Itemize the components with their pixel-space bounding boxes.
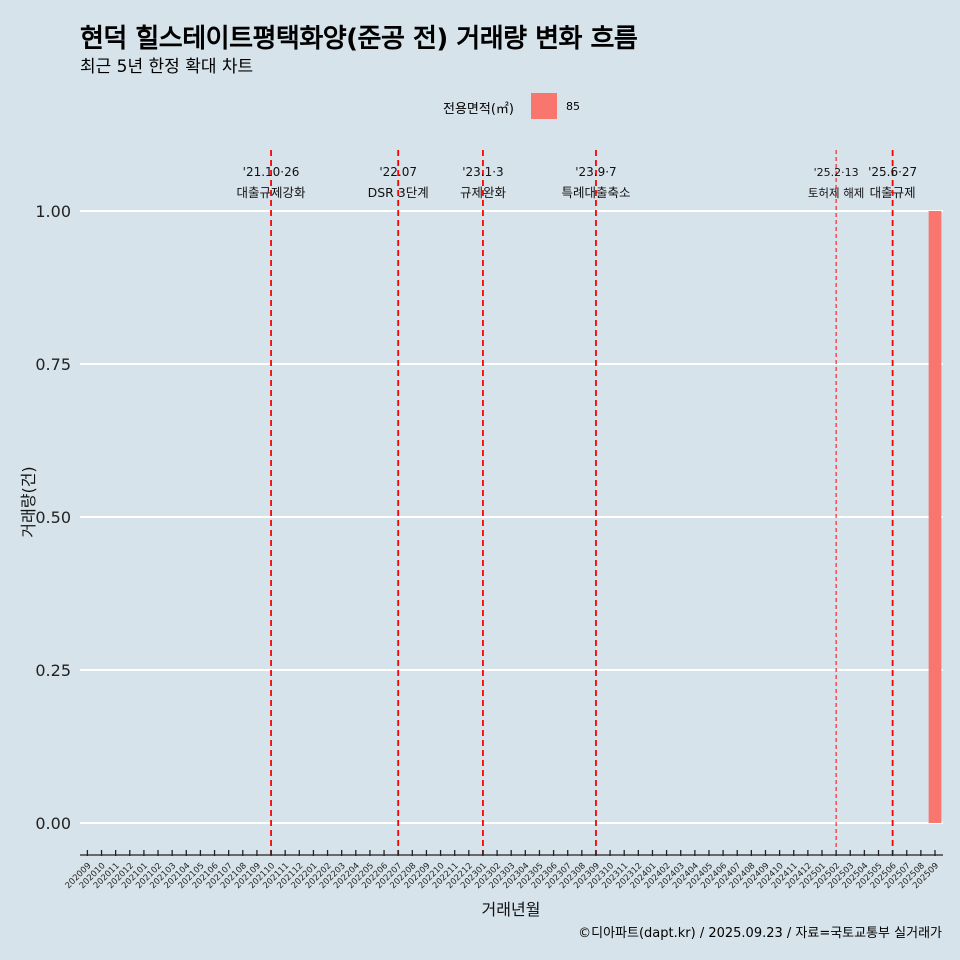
event-label-202506: 대출규제 <box>870 185 916 200</box>
source-caption: ©디아파트(dapt.kr) / 2025.09.23 / 자료=국토교통부 실… <box>578 926 942 941</box>
y-tick-label: 0.00 <box>35 814 71 833</box>
legend-label-85: 85 <box>566 100 580 113</box>
event-date-202207: '22.07 <box>379 165 417 179</box>
y-axis-title: 거래량(건) <box>19 466 38 537</box>
chart-subtitle: 최근 5년 한정 확대 차트 <box>80 57 254 77</box>
event-date-202309: '23.9·7 <box>575 165 616 179</box>
event-label-202301: 규제완화 <box>460 185 507 200</box>
event-label-202309: 특례대출축소 <box>561 185 630 200</box>
legend-title: 전용면적(㎡) <box>443 102 514 117</box>
y-tick-label: 0.75 <box>35 355 71 374</box>
event-date-202506: '25.6·27 <box>868 165 917 179</box>
event-label-202207: DSR 3단계 <box>368 185 429 200</box>
event-label-202502: 토허제 해제 <box>808 186 865 200</box>
event-date-202502: '25.2·13 <box>814 166 859 179</box>
y-tick-label: 0.50 <box>35 508 71 527</box>
bar-85-202509 <box>928 211 942 823</box>
event-date-202301: '23.1·3 <box>462 165 503 179</box>
legend-key-85 <box>531 93 557 119</box>
event-date-202110: '21.10·26 <box>243 165 300 179</box>
chart-title: 현덕 힐스테이트평택화양(준공 전) 거래량 변화 흐름 <box>80 24 638 54</box>
legend: 전용면적(㎡) 85 <box>0 92 960 122</box>
event-label-202110: 대출규제강화 <box>237 185 307 200</box>
y-tick-label: 0.25 <box>35 661 71 680</box>
y-tick-label: 1.00 <box>35 202 71 221</box>
x-axis-title: 거래년월 <box>482 900 541 919</box>
